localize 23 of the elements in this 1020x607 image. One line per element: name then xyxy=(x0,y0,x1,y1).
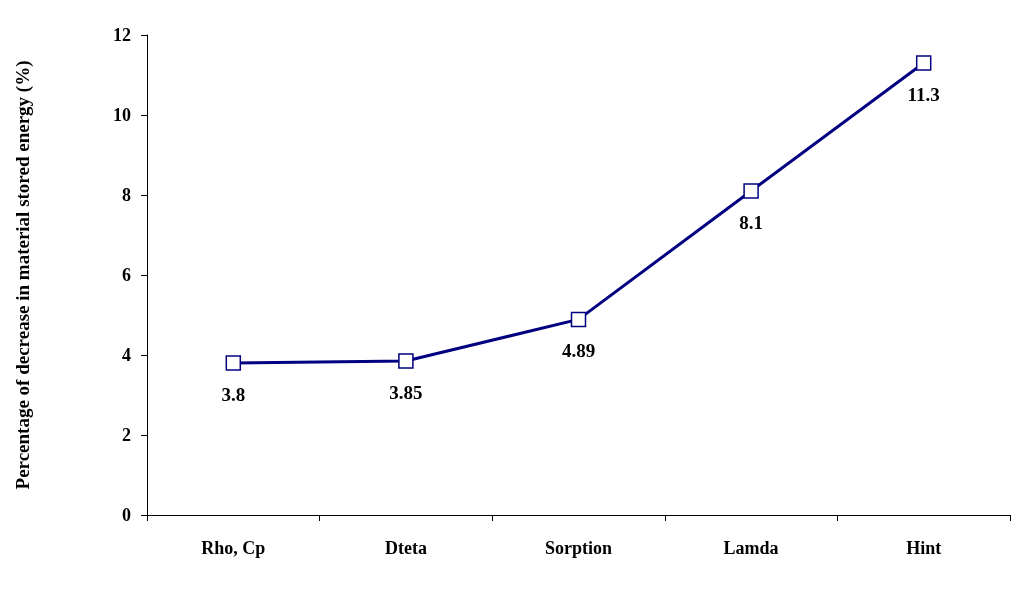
data-label: 3.8 xyxy=(221,383,246,405)
x-tick-label: Sorption xyxy=(544,538,613,558)
y-tick-label: 10 xyxy=(113,105,131,125)
y-tick-label: 8 xyxy=(122,185,131,205)
point xyxy=(398,353,414,369)
point xyxy=(225,355,242,371)
data-label: 8.1 xyxy=(739,211,763,233)
point xyxy=(915,55,932,71)
y-axis-title: Percentage of decrease in material stored energy (%) xyxy=(12,60,34,490)
data-label: 11.3 xyxy=(907,83,940,105)
y-tick-label: 0 xyxy=(122,505,131,525)
x-tick-label: Rho, Cp xyxy=(201,538,266,558)
y-tick-label: 2 xyxy=(122,425,131,445)
point xyxy=(570,311,587,328)
y-tick-label: 6 xyxy=(122,265,131,285)
x-tick-label: Dteta xyxy=(384,538,427,558)
point xyxy=(743,183,759,199)
x-tick-label: Lamda xyxy=(723,538,779,558)
data-label: 4.89 xyxy=(561,340,596,362)
y-tick-label: 4 xyxy=(122,345,131,365)
y-tick-label: 12 xyxy=(113,25,131,45)
data-label: 3.85 xyxy=(389,381,423,403)
x-tick-label: Hint xyxy=(906,538,942,558)
